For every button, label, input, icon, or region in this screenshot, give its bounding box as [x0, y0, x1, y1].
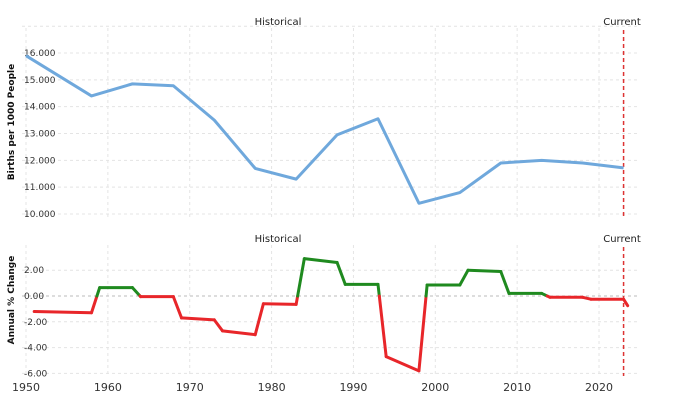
x-tick-label: 2010 — [503, 381, 531, 394]
y-tick-label: 15.000 — [24, 76, 56, 86]
x-tick-label: 1990 — [339, 381, 367, 394]
change-segment-negative — [171, 295, 184, 320]
change-segment-negative — [622, 297, 630, 308]
x-tick-label: 2020 — [585, 381, 613, 394]
y-tick-label: 2.00 — [24, 266, 44, 276]
change-segment-negative — [261, 302, 298, 306]
y-tick-label: 0.00 — [24, 292, 44, 302]
change-segment-positive — [130, 286, 142, 298]
change-segment-positive — [335, 260, 347, 286]
historical-label-top: Historical — [255, 17, 302, 28]
y-tick-label: -4.00 — [24, 344, 48, 354]
bottom-y-axis-label: Annual % Change — [7, 256, 17, 345]
current-label-bottom: Current — [603, 234, 641, 245]
change-segment-positive — [499, 269, 511, 295]
change-segment-negative — [180, 316, 216, 322]
change-segment-positive — [466, 268, 503, 273]
change-segment-negative — [220, 329, 257, 337]
change-segment-negative — [32, 309, 93, 315]
current-label-top: Current — [603, 17, 641, 28]
change-segment-negative — [212, 318, 224, 333]
historical-label-bottom: Historical — [255, 234, 302, 245]
y-tick-label: 10.000 — [24, 210, 56, 220]
x-tick-label: 1960 — [94, 381, 122, 394]
x-tick-label: 1950 — [12, 381, 40, 394]
change-segment-negative — [384, 355, 421, 373]
y-tick-label: -2.00 — [24, 318, 48, 328]
change-segment-negative — [89, 294, 99, 315]
x-tick-label: 1980 — [258, 381, 286, 394]
birth-rate-line — [25, 54, 624, 205]
change-segment-negative — [253, 302, 265, 337]
y-tick-label: -6.00 — [24, 369, 48, 379]
top-y-axis-label: Births per 1000 People — [7, 64, 17, 180]
change-segment-positive — [376, 282, 381, 298]
change-segment-negative — [377, 294, 388, 359]
change-segment-positive — [458, 268, 470, 287]
y-tick-label: 13.000 — [24, 130, 56, 140]
x-tick-label: 2000 — [421, 381, 449, 394]
change-segment-positive — [424, 283, 429, 298]
change-segment-positive — [302, 257, 339, 264]
y-tick-label: 11.000 — [24, 183, 56, 193]
x-tick-label: 1970 — [176, 381, 204, 394]
y-tick-label: 14.000 — [24, 103, 56, 113]
change-segment-negative — [417, 294, 428, 373]
y-tick-label: 12.000 — [24, 156, 56, 166]
change-segment-positive — [296, 257, 306, 298]
y-tick-label: 16.000 — [24, 49, 56, 59]
